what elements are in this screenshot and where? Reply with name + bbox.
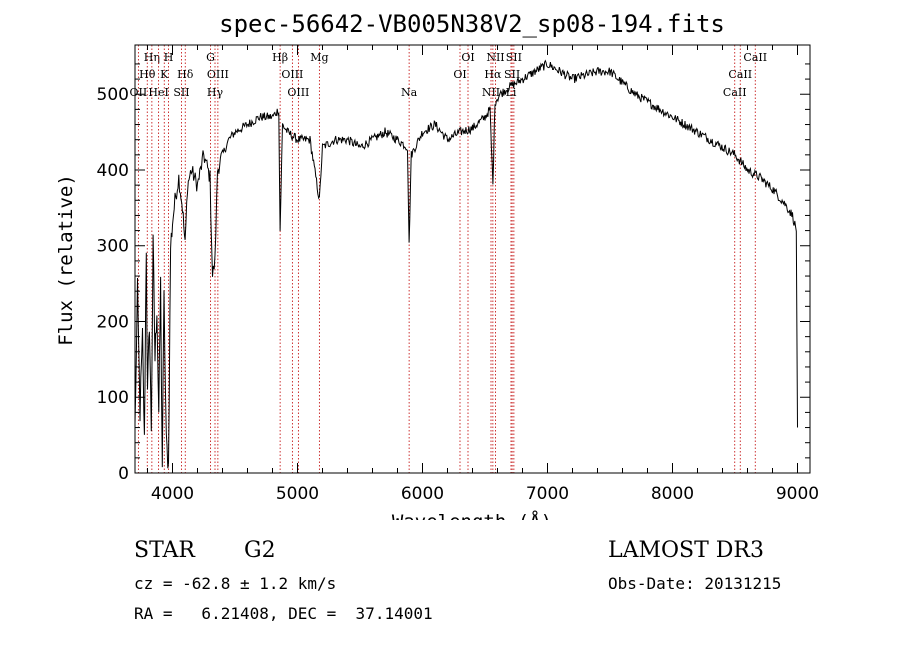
x-tick-label: 6000 bbox=[401, 484, 444, 504]
y-tick-label: 400 bbox=[97, 161, 129, 181]
x-tick-label: 5000 bbox=[276, 484, 319, 504]
plot-frame bbox=[134, 44, 811, 474]
x-tick-label: 7000 bbox=[526, 484, 569, 504]
line-label: SII bbox=[506, 51, 522, 64]
line-label: Hβ bbox=[272, 51, 288, 64]
object-class: STAR bbox=[134, 538, 195, 563]
line-label: OI bbox=[453, 68, 466, 81]
line-label: CaII bbox=[723, 86, 747, 99]
line-label: K bbox=[160, 68, 169, 81]
line-label: NII bbox=[486, 51, 504, 64]
line-label: Hγ bbox=[207, 86, 224, 99]
y-tick-label: 500 bbox=[97, 85, 129, 105]
observation-date: Obs-Date: 20131215 bbox=[608, 574, 782, 593]
line-label: CaII bbox=[743, 51, 767, 64]
line-label: OIII bbox=[207, 68, 229, 81]
line-label: SII bbox=[504, 68, 520, 81]
line-label: HeI bbox=[148, 86, 168, 99]
line-label: OIII bbox=[287, 86, 309, 99]
line-label: Hα bbox=[484, 68, 502, 81]
y-tick-label: 200 bbox=[97, 312, 129, 332]
line-label: Na bbox=[401, 86, 418, 99]
line-label: SII bbox=[173, 86, 189, 99]
spectrum-chart: spec-56642-VB005N38V2_sp08-194.fits Hη H G… bbox=[55, 10, 819, 520]
x-tick-label: 8000 bbox=[651, 484, 694, 504]
line-label: Li bbox=[506, 86, 517, 99]
x-axis-label: Wavelength (Å) bbox=[392, 510, 552, 520]
y-tick-label: 300 bbox=[97, 237, 129, 257]
line-label: Hδ bbox=[177, 68, 194, 81]
line-label: CaII bbox=[728, 68, 752, 81]
chart-title: spec-56642-VB005N38V2_sp08-194.fits bbox=[219, 10, 725, 38]
line-label: Hθ bbox=[139, 68, 156, 81]
axis-ticks: 4000 5000 6000 7000 8000 9000 0 100 200 300 400 500 bbox=[97, 45, 819, 504]
coordinates: RA = 6.21408, DEC = 37.14001 bbox=[134, 604, 433, 623]
x-tick-label: 9000 bbox=[776, 484, 819, 504]
survey-name: LAMOST DR3 bbox=[608, 538, 764, 563]
spectrum-line bbox=[134, 59, 798, 469]
line-label: H bbox=[164, 51, 174, 64]
object-subclass: G2 bbox=[244, 538, 276, 563]
line-label: Mg bbox=[310, 51, 328, 64]
y-tick-label: 0 bbox=[118, 464, 129, 484]
line-label: NII bbox=[482, 86, 500, 99]
y-tick-label: 100 bbox=[97, 388, 129, 408]
line-label: OI bbox=[461, 51, 474, 64]
line-label: OIII bbox=[281, 68, 303, 81]
x-tick-label: 4000 bbox=[151, 484, 194, 504]
line-label: Hη bbox=[144, 51, 160, 64]
y-axis-label: Flux (relative) bbox=[55, 174, 77, 346]
line-label: G bbox=[206, 51, 215, 64]
redshift-velocity: cz = -62.8 ± 1.2 km/s bbox=[134, 574, 337, 593]
line-label: OII bbox=[130, 86, 148, 99]
